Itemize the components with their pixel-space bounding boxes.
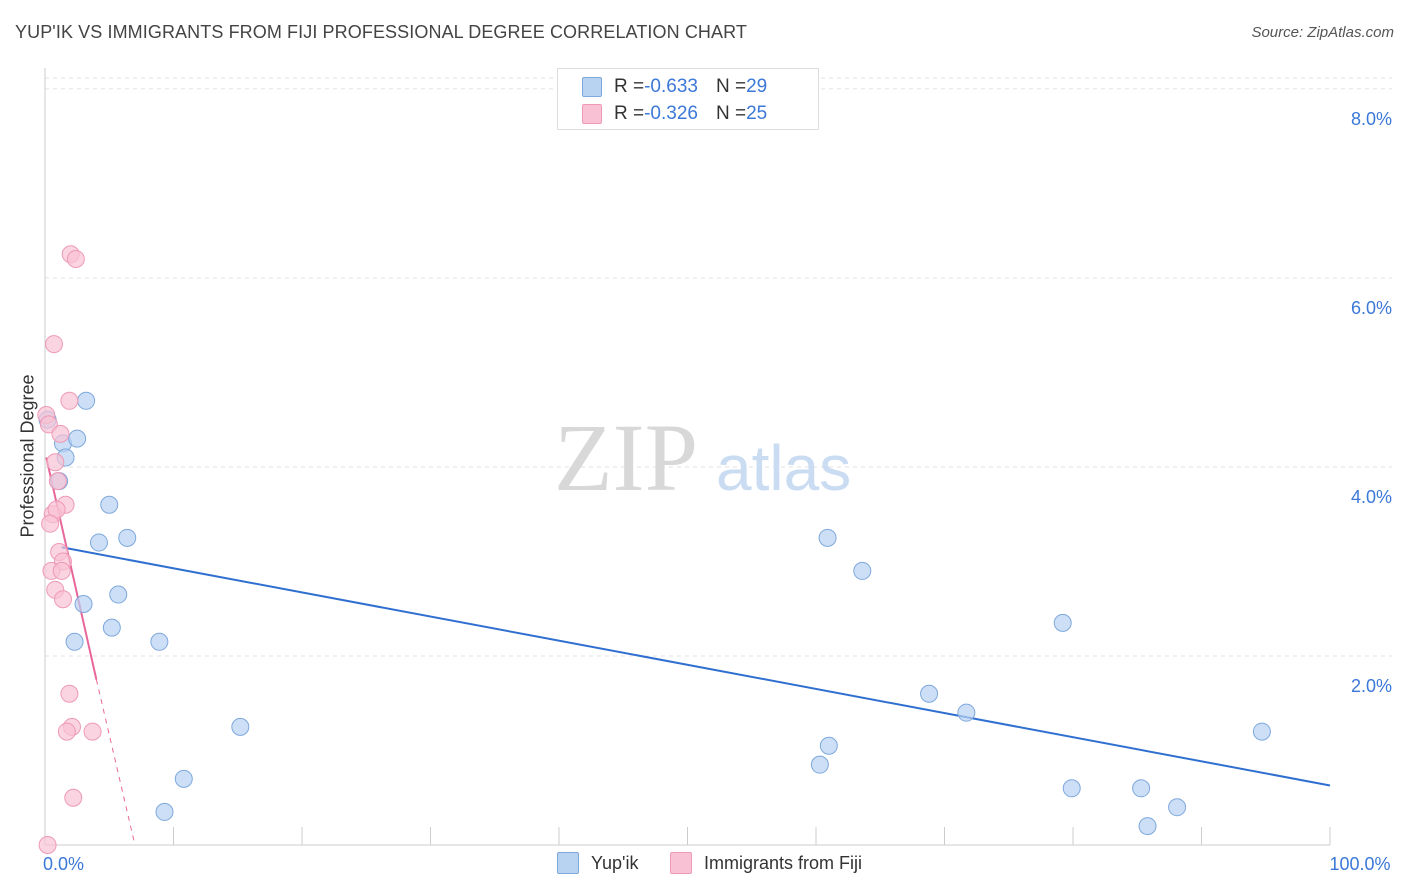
data-point-fiji — [46, 453, 65, 472]
trend-line-fiji — [45, 457, 98, 680]
series-swatch-yupik — [557, 852, 579, 874]
y-tick-label: 4.0% — [1351, 487, 1392, 507]
data-point-yupik — [1252, 722, 1271, 741]
source-label: Source: ZipAtlas.com — [1251, 24, 1394, 41]
watermark-zip: ZIP — [554, 404, 698, 511]
trend-layer — [45, 457, 1331, 846]
data-point-yupik — [957, 703, 976, 722]
data-point-fiji — [83, 722, 102, 741]
data-point-yupik — [1138, 817, 1157, 836]
data-point-yupik — [100, 495, 119, 514]
data-point-yupik — [74, 594, 93, 613]
data-point-yupik — [102, 618, 121, 637]
y-tick-label: 8.0% — [1351, 109, 1392, 129]
data-point-yupik — [1168, 798, 1187, 817]
legend-r-label: R = — [614, 103, 645, 124]
legend-row-fiji: R = -0.326 N = 25 — [582, 103, 767, 125]
chart-title: YUP'IK VS IMMIGRANTS FROM FIJI PROFESSIO… — [15, 22, 747, 42]
data-point-yupik — [818, 528, 837, 547]
data-point-fiji — [41, 514, 60, 533]
legend-n-value: 25 — [746, 103, 768, 124]
series-legend-yupik: Yup'ik — [557, 852, 638, 874]
data-point-yupik — [810, 755, 829, 774]
legend-swatch-yupik — [582, 77, 602, 97]
watermark: ZIP atlas — [554, 404, 851, 511]
legend-n-value: 29 — [746, 76, 768, 97]
y-tick-label: 2.0% — [1351, 676, 1392, 696]
x-tick-label: 0.0% — [43, 854, 84, 874]
data-point-yupik — [1053, 613, 1072, 632]
series-legend: Yup'ik Immigrants from Fiji — [0, 852, 1406, 878]
legend-r-value: -0.326 — [644, 103, 698, 124]
data-point-yupik — [118, 528, 137, 547]
data-point-yupik — [68, 429, 87, 448]
data-point-fiji — [64, 788, 83, 807]
data-point-yupik — [150, 632, 169, 651]
data-point-fiji — [48, 472, 67, 491]
legend-n-label: N = — [715, 103, 747, 124]
legend-r-label: R = — [614, 76, 645, 97]
series-legend-fiji: Immigrants from Fiji — [670, 852, 862, 874]
data-point-fiji — [66, 250, 85, 269]
data-point-yupik — [109, 585, 128, 604]
data-point-fiji — [52, 561, 71, 580]
data-point-yupik — [231, 717, 250, 736]
point-layer — [37, 245, 1271, 854]
tick-label-layer: 2.0% 4.0% 6.0% 8.0% 0.0% 100.0% — [43, 109, 1392, 874]
data-point-fiji — [60, 391, 79, 410]
data-point-fiji — [51, 424, 70, 443]
data-point-yupik — [89, 533, 108, 552]
data-point-yupik — [155, 802, 174, 821]
data-point-yupik — [1132, 779, 1151, 798]
series-swatch-fiji — [670, 852, 692, 874]
data-point-yupik — [853, 561, 872, 580]
grid-layer — [45, 77, 1392, 657]
data-point-yupik — [77, 391, 96, 410]
legend-row-yupik: R = -0.633 N = 29 — [582, 76, 767, 98]
data-point-yupik — [174, 769, 193, 788]
data-point-fiji — [53, 590, 72, 609]
data-point-fiji — [38, 836, 57, 854]
trend-line-yupik — [61, 546, 1331, 787]
data-point-yupik — [65, 632, 84, 651]
data-point-yupik — [1062, 779, 1081, 798]
stats-legend: R = -0.633 N = 29 R = -0.326 N = 25 — [557, 68, 819, 130]
y-tick-label: 6.0% — [1351, 298, 1392, 318]
data-point-yupik — [920, 684, 939, 703]
data-point-yupik — [819, 736, 838, 755]
data-point-fiji — [60, 684, 79, 703]
legend-swatch-fiji — [582, 104, 602, 124]
legend-r-value: -0.633 — [644, 76, 698, 97]
legend-n-label: N = — [715, 76, 747, 97]
x-tick-label: 100.0% — [1329, 854, 1390, 874]
trend-line-fiji-extension — [95, 679, 136, 846]
series-label-fiji: Immigrants from Fiji — [704, 852, 863, 873]
watermark-atlas: atlas — [716, 432, 851, 504]
data-point-fiji — [57, 722, 76, 741]
series-label-yupik: Yup'ik — [591, 852, 639, 873]
data-point-fiji — [44, 335, 63, 354]
